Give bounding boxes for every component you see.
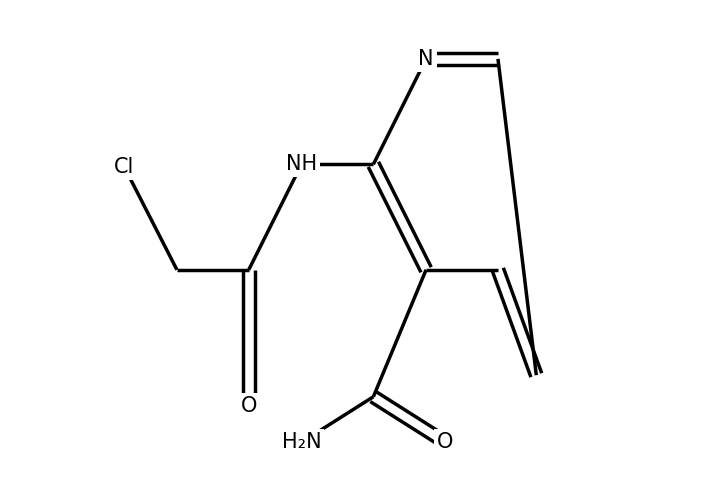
Text: N: N bbox=[419, 49, 434, 69]
Text: NH: NH bbox=[286, 154, 317, 174]
Text: O: O bbox=[241, 396, 257, 416]
Text: Cl: Cl bbox=[114, 157, 134, 177]
Text: H₂N: H₂N bbox=[281, 432, 322, 452]
Text: O: O bbox=[437, 432, 454, 452]
